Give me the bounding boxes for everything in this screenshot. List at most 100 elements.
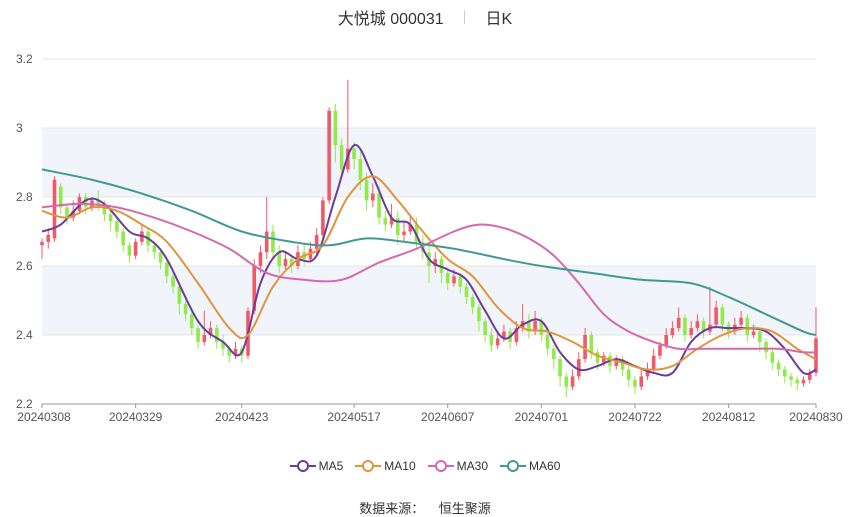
candle-body <box>277 252 281 266</box>
candle-body <box>227 348 232 356</box>
legend-marker-icon <box>289 459 316 472</box>
y-tick-label: 2.2 <box>16 397 33 411</box>
x-tick-label: 20240607 <box>421 410 475 424</box>
legend-label: MA10 <box>384 458 416 473</box>
candle-body <box>789 376 793 380</box>
grid-band <box>42 128 816 197</box>
x-tick-label: 20240308 <box>17 410 71 424</box>
candle-body <box>58 186 63 208</box>
candle-body <box>171 276 175 287</box>
candle-body <box>782 369 787 377</box>
x-tick-label: 20240830 <box>789 410 843 424</box>
candle-body <box>183 303 188 315</box>
candle-body <box>283 259 288 266</box>
candle-body <box>814 338 818 373</box>
candle-body <box>402 231 406 235</box>
candle-body <box>383 217 388 225</box>
candle-body <box>570 376 575 387</box>
candle-body <box>395 217 400 235</box>
candle-body <box>701 321 706 332</box>
source-label: 数据来源： <box>359 501 425 516</box>
legend-item-ma10[interactable]: MA10 <box>355 458 416 473</box>
candle-body <box>190 314 194 329</box>
series-line-ma5 <box>41 144 817 377</box>
candle-body <box>577 359 581 377</box>
candle-body <box>639 376 644 387</box>
candle-body <box>377 193 381 218</box>
candle-body <box>258 252 263 266</box>
candle-body <box>645 369 650 377</box>
series-line-ma60 <box>41 168 817 336</box>
candle-body <box>358 159 363 180</box>
candle-body <box>96 200 100 204</box>
candle-body <box>289 259 294 266</box>
candle-body <box>333 110 338 146</box>
candle-body <box>102 203 107 215</box>
candle-body <box>583 335 587 360</box>
candle-body <box>52 179 57 239</box>
candle-body <box>589 335 594 353</box>
candle-body <box>327 110 331 201</box>
candle-body <box>352 148 356 160</box>
legend-item-ma5[interactable]: MA5 <box>289 458 344 473</box>
candle-body <box>314 234 319 249</box>
candle-body <box>545 335 550 349</box>
chart-title-row: 大悦城 000031 日K <box>0 5 850 29</box>
candle-body <box>121 231 125 246</box>
candle-body <box>208 328 213 335</box>
candle-body <box>158 252 163 263</box>
x-tick-label: 20240517 <box>327 410 381 424</box>
candle-body <box>770 352 775 363</box>
source-name: 恒生聚源 <box>438 501 491 516</box>
x-tick-label: 20240722 <box>608 410 662 424</box>
candle-body <box>152 245 157 253</box>
candle-body <box>764 341 768 353</box>
candle-body <box>115 221 119 232</box>
candle-body <box>339 145 344 170</box>
candle-body <box>389 217 394 225</box>
candle-body <box>758 331 762 342</box>
candle-body <box>321 200 325 235</box>
y-tick-label: 2.6 <box>16 259 33 273</box>
title-divider <box>464 10 466 24</box>
legend-item-ma30[interactable]: MA30 <box>427 458 488 473</box>
candle-body <box>40 241 44 246</box>
candle-body <box>651 355 656 370</box>
candle-body <box>252 266 257 311</box>
candle-body <box>614 359 619 367</box>
candle-body <box>133 241 138 256</box>
legend-item-ma60[interactable]: MA60 <box>500 458 560 473</box>
candle-body <box>83 197 88 208</box>
candle-body <box>776 362 781 370</box>
candle-body <box>689 328 693 335</box>
candle-body <box>683 317 687 335</box>
candle-body <box>71 210 76 218</box>
candle-body <box>751 331 756 335</box>
candle-body <box>214 328 219 342</box>
candle-body <box>676 317 681 329</box>
candle-body <box>807 372 812 380</box>
candle-body <box>264 231 269 253</box>
candle-body <box>801 379 806 384</box>
candle-body <box>539 321 544 335</box>
candle-body <box>495 338 500 346</box>
candle-body <box>271 231 275 253</box>
legend-label: MA5 <box>318 458 344 473</box>
candle-body <box>527 321 531 332</box>
chart-title: 大悦城 000031 <box>337 11 444 28</box>
chart-legend: MA5 MA10 MA30 MA60 <box>0 458 850 473</box>
period-label: 日K <box>485 11 513 28</box>
candle-body <box>464 286 469 298</box>
candle-body <box>196 328 200 342</box>
candle-body <box>470 297 475 308</box>
candle-body <box>177 286 182 304</box>
candle-body <box>233 348 238 356</box>
candle-body <box>658 345 662 356</box>
x-tick-label: 20240329 <box>109 410 163 424</box>
candle-body <box>564 376 569 387</box>
candle-body <box>458 276 463 287</box>
candle-body <box>601 355 606 363</box>
candle-body <box>433 259 438 266</box>
candle-body <box>633 379 637 387</box>
